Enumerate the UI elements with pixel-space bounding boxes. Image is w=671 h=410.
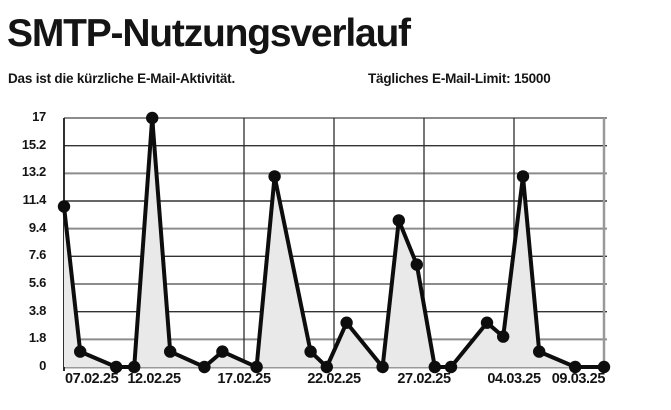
y-tick-label: 3.8 — [28, 302, 46, 318]
x-tick-label: 27.02.25 — [397, 371, 451, 387]
data-point-marker — [110, 360, 123, 374]
data-point-marker — [146, 111, 159, 125]
data-point-marker — [392, 214, 405, 227]
data-point-marker — [480, 316, 494, 329]
data-point-marker — [444, 360, 458, 374]
series-line — [62, 116, 606, 369]
chart-subtitle: Das ist die kürzliche E-Mail-Aktivität. — [8, 71, 236, 86]
data-point-marker — [376, 360, 389, 374]
data-point-marker — [516, 170, 530, 183]
x-tick-label: 17.02.25 — [217, 371, 271, 387]
x-tick-label: 07.02.25 — [65, 371, 119, 387]
data-point-marker — [533, 345, 546, 358]
data-point-marker — [198, 360, 211, 374]
data-point-marker — [597, 360, 611, 374]
data-point-marker — [569, 360, 582, 374]
data-point-marker — [320, 360, 333, 374]
data-point-marker — [304, 345, 317, 358]
data-point-marker — [410, 258, 423, 271]
data-point-marker — [340, 316, 353, 329]
y-tick-label: 0 — [39, 358, 46, 373]
data-point-marker — [428, 360, 441, 374]
y-tick-label: 1.8 — [28, 330, 46, 346]
data-point-marker — [250, 360, 263, 374]
data-point-marker — [57, 200, 71, 213]
y-tick-label: 15.2 — [21, 136, 46, 152]
x-tick-label: 12.02.25 — [127, 371, 181, 387]
y-tick-label: 17 — [32, 109, 46, 124]
y-tick-label: 5.6 — [28, 275, 46, 290]
y-tick-label: 13.2 — [21, 164, 46, 180]
y-tick-label: 9.4 — [28, 219, 46, 235]
x-tick-label: 09.03.25 — [551, 371, 606, 387]
data-point-marker — [216, 345, 229, 358]
data-point-marker — [128, 360, 141, 374]
y-tick-label: 7.6 — [28, 247, 46, 263]
x-tick-label: 22.02.25 — [307, 371, 361, 387]
data-point-marker — [74, 345, 87, 358]
data-point-marker — [164, 345, 177, 358]
data-point-marker — [497, 330, 510, 343]
daily-limit-label: Tägliches E-Mail-Limit: 15000 — [368, 71, 551, 86]
data-point-marker — [268, 170, 281, 183]
page-title: SMTP-Nutzungsverlauf — [7, 12, 411, 55]
x-tick-label: 04.03.25 — [487, 371, 541, 387]
y-tick-label: 11.4 — [22, 192, 47, 207]
